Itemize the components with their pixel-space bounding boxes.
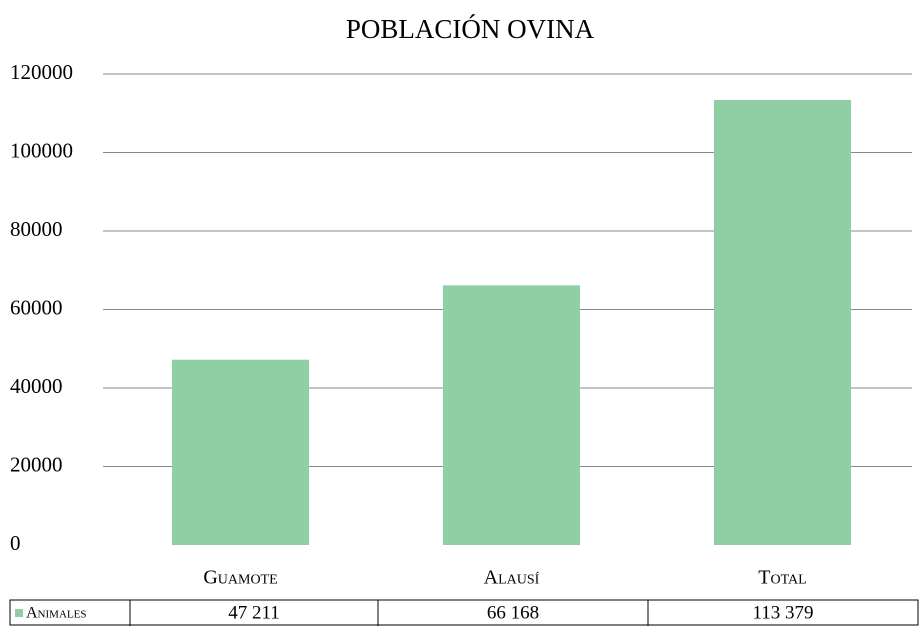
bar — [713, 99, 852, 545]
y-tick-label: 40000 — [10, 374, 63, 398]
legend-label: Animales — [26, 605, 86, 622]
x-tick-label: Guamote — [203, 567, 277, 589]
legend-swatch — [15, 609, 23, 617]
table-value: 47 211 — [228, 602, 280, 623]
y-tick-label: 20000 — [10, 452, 63, 476]
y-tick-label: 80000 — [10, 217, 63, 241]
table-border — [9, 599, 919, 626]
x-tick-label: Total — [758, 567, 806, 589]
chart-title: POBLACIÓN OVINA — [346, 14, 595, 44]
x-tick-label: Alausí — [484, 567, 540, 589]
y-tick-label: 100000 — [10, 138, 73, 162]
table-value: 66 168 — [487, 602, 539, 623]
bar — [171, 359, 310, 545]
y-tick-label: 0 — [10, 531, 21, 555]
y-tick-label: 120000 — [10, 60, 73, 84]
table-value: 113 379 — [752, 602, 813, 623]
y-tick-label: 60000 — [10, 295, 63, 319]
bar — [442, 285, 581, 545]
